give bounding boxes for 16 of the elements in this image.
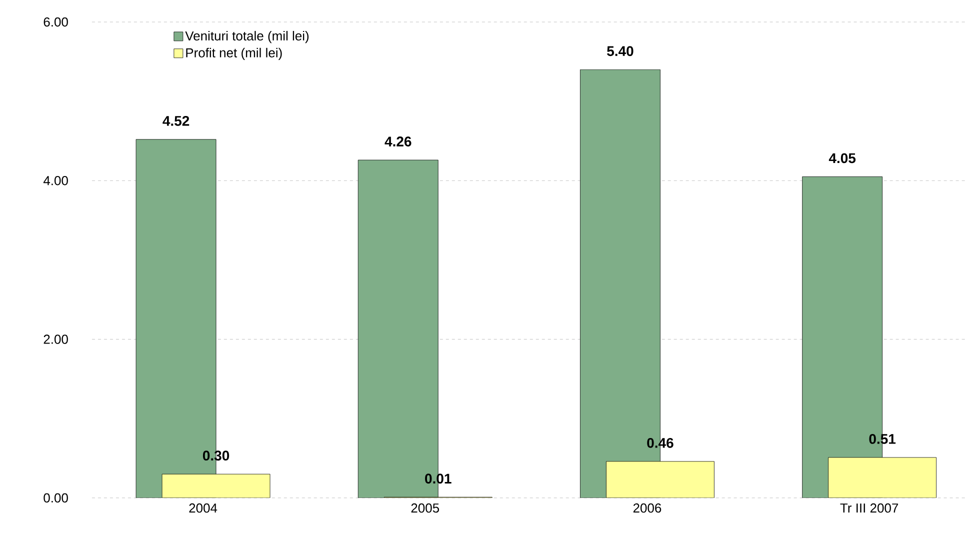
legend-label: Venituri totale (mil lei)	[185, 31, 309, 44]
y-tick-label: 2.00	[44, 334, 68, 344]
data-label: 0.46	[647, 438, 674, 448]
data-label: 0.51	[869, 434, 896, 444]
data-label: 4.05	[828, 153, 856, 164]
x-tick-label: 2004	[189, 503, 218, 513]
y-tick-label: 4.00	[43, 176, 68, 186]
y-tick-label: 0.00	[44, 493, 68, 503]
data-label: 4.52	[162, 116, 190, 126]
x-tick-label: 2005	[411, 503, 440, 513]
data-label: 5.40	[607, 46, 634, 56]
x-tick-label: Tr III 2007	[840, 503, 898, 513]
legend-label: Profit net (mil lei)	[186, 48, 282, 60]
y-tick-label: 6.00	[44, 17, 68, 27]
data-label: 4.26	[384, 136, 412, 147]
x-tick-label: 2006	[633, 503, 662, 513]
